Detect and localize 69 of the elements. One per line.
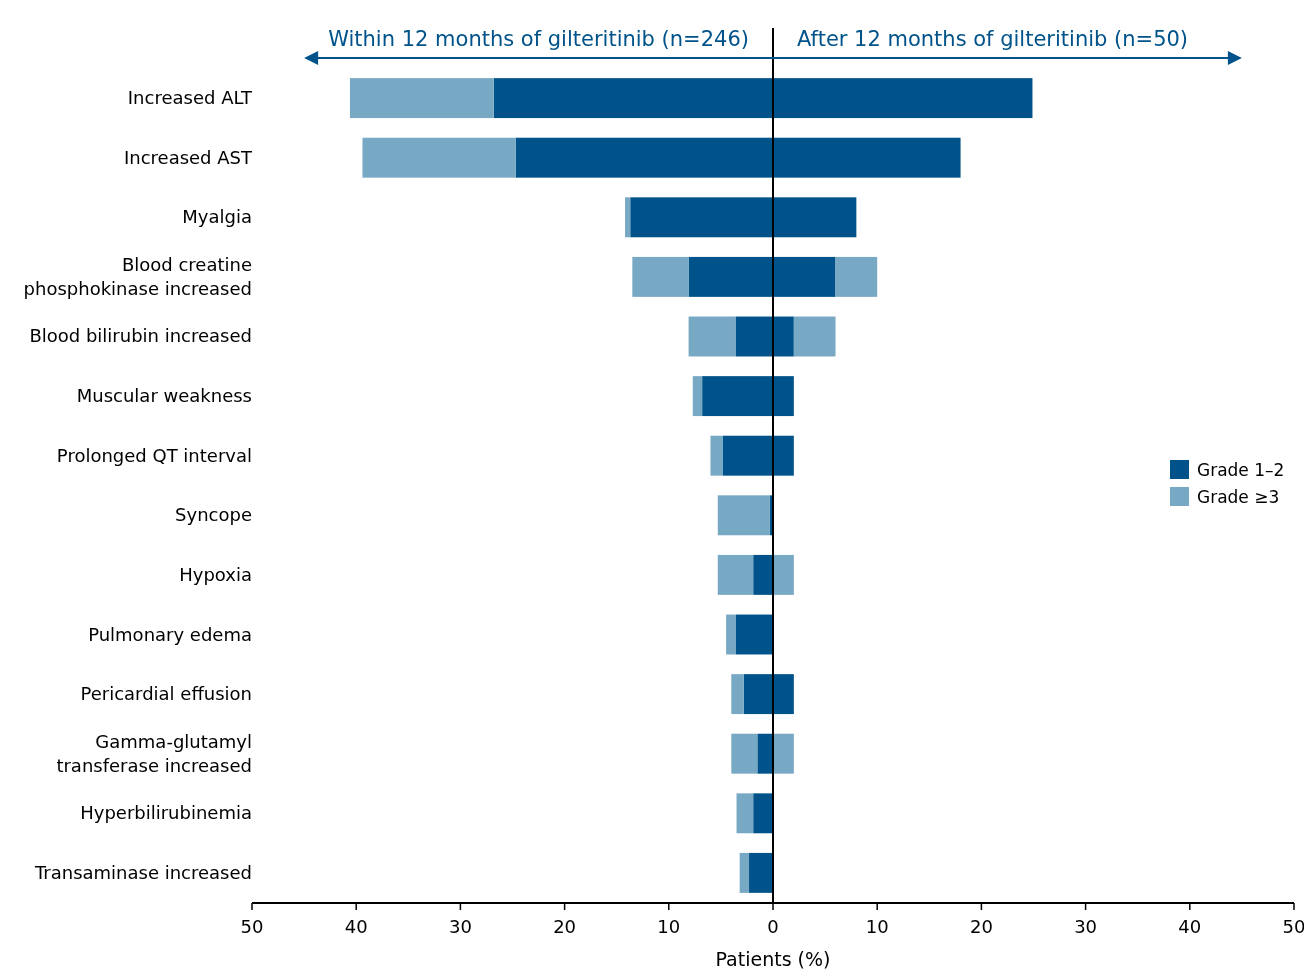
x-tick-label: 30 — [448, 916, 472, 937]
y-tick-label: Increased ALT — [127, 87, 253, 109]
bar — [753, 793, 773, 834]
bar — [773, 376, 794, 417]
bar — [753, 554, 773, 595]
x-tick-label: 0 — [767, 916, 779, 937]
y-tick-label: Hypoxia — [179, 563, 252, 585]
y-tick-label: Gamma-glutamyl transferase increased — [56, 730, 252, 776]
bar — [702, 376, 773, 417]
x-tick-label: 20 — [969, 916, 993, 937]
bar — [710, 435, 723, 476]
y-tick-label: Syncope — [175, 504, 252, 526]
text: Within 12 months of gilteritinib (n=246) — [328, 27, 749, 51]
bar — [793, 316, 836, 357]
x-tick-label: 10 — [865, 916, 889, 937]
bar — [692, 376, 703, 417]
x-tick-label: 40 — [344, 916, 368, 937]
bar — [722, 435, 773, 476]
legend-label: Grade ≥3 — [1197, 487, 1280, 507]
bar — [493, 78, 773, 119]
bar — [688, 256, 773, 297]
bar — [757, 733, 773, 774]
x-tick-label: 40 — [1178, 916, 1202, 937]
y-tick-label: Blood bilirubin increased — [29, 325, 252, 347]
bar — [717, 495, 770, 536]
bar — [749, 852, 773, 893]
bar — [736, 793, 754, 834]
bar — [739, 852, 750, 893]
bar — [773, 674, 794, 715]
y-tick-label: Pericardial effusion — [80, 683, 252, 705]
bar — [773, 733, 794, 774]
bar — [773, 256, 836, 297]
bar — [773, 316, 794, 357]
x-tick-label: 50 — [1282, 916, 1306, 937]
x-tick-label: 10 — [657, 916, 681, 937]
bar — [743, 674, 773, 715]
x-tick-label: 20 — [553, 916, 577, 937]
y-tick-label: Blood creatine phosphokinase increased — [23, 253, 252, 299]
bar — [735, 614, 773, 655]
bar — [731, 674, 744, 715]
text: After 12 months of gilteritinib (n=50) — [797, 27, 1189, 51]
y-tick-label: Myalgia — [182, 206, 252, 228]
y-tick-label: Transaminase increased — [33, 861, 252, 883]
bar — [735, 316, 773, 357]
y-tick-label: Prolonged QT interval — [56, 444, 252, 466]
bar — [362, 137, 516, 178]
x-tick-label: 30 — [1074, 916, 1098, 937]
y-tick-label: Hyperbilirubinemia — [80, 802, 252, 824]
x-tick-label: 50 — [240, 916, 264, 937]
bar — [773, 435, 794, 476]
bar — [717, 554, 754, 595]
legend-label: Grade 1–2 — [1197, 460, 1285, 480]
bar — [773, 137, 961, 178]
bar — [835, 256, 878, 297]
bar — [731, 733, 758, 774]
bar — [688, 316, 736, 357]
y-tick-label: Increased AST — [123, 146, 253, 168]
bar — [625, 197, 631, 238]
x-axis-title: Patients (%) — [715, 948, 831, 970]
bar — [349, 78, 494, 119]
bar — [515, 137, 773, 178]
bar — [726, 614, 736, 655]
y-tick-label: Pulmonary edema — [88, 623, 252, 645]
bar — [773, 78, 1033, 119]
bar — [773, 554, 794, 595]
y-tick-label: Muscular weakness — [76, 385, 252, 407]
bar — [632, 256, 689, 297]
bar — [773, 197, 857, 238]
bar — [630, 197, 773, 238]
